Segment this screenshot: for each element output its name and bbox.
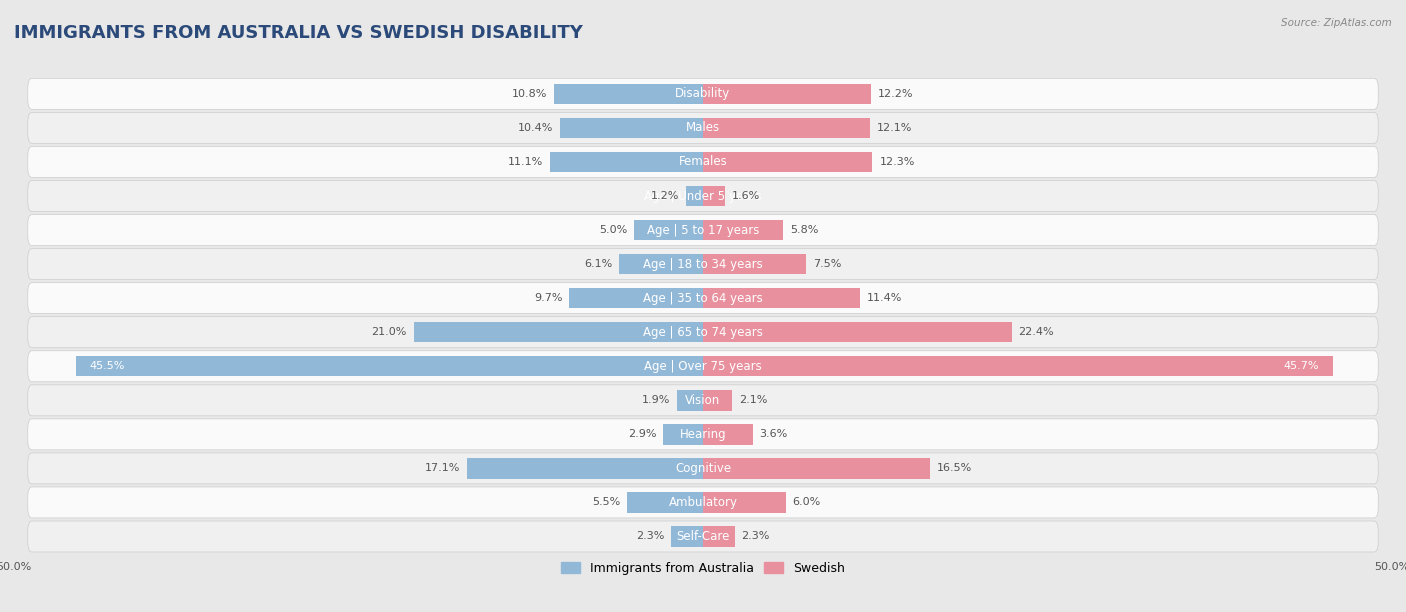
Bar (703, 118, 870, 138)
Text: 2.3%: 2.3% (636, 531, 665, 542)
Text: 1.6%: 1.6% (733, 191, 761, 201)
FancyBboxPatch shape (28, 351, 1378, 382)
Text: Self-Care: Self-Care (676, 530, 730, 543)
Text: 5.8%: 5.8% (790, 225, 818, 235)
Text: 3.6%: 3.6% (759, 430, 787, 439)
Text: 12.1%: 12.1% (876, 123, 912, 133)
Bar (703, 458, 931, 479)
FancyBboxPatch shape (28, 215, 1378, 245)
Bar (703, 254, 807, 274)
Text: Cognitive: Cognitive (675, 462, 731, 475)
Bar (550, 152, 703, 172)
FancyBboxPatch shape (28, 487, 1378, 518)
FancyBboxPatch shape (28, 283, 1378, 313)
Bar (703, 152, 873, 172)
Text: Source: ZipAtlas.com: Source: ZipAtlas.com (1281, 18, 1392, 28)
FancyBboxPatch shape (28, 248, 1378, 280)
Bar (703, 322, 1012, 343)
Bar (664, 424, 703, 444)
Bar (703, 84, 872, 104)
Text: 21.0%: 21.0% (371, 327, 406, 337)
Bar (76, 356, 703, 376)
Bar (467, 458, 703, 479)
Text: Females: Females (679, 155, 727, 168)
FancyBboxPatch shape (28, 113, 1378, 143)
FancyBboxPatch shape (28, 317, 1378, 348)
FancyBboxPatch shape (28, 419, 1378, 450)
Bar (686, 186, 703, 206)
Bar (703, 390, 733, 411)
Bar (703, 186, 725, 206)
Legend: Immigrants from Australia, Swedish: Immigrants from Australia, Swedish (557, 557, 849, 580)
Text: Age | Over 75 years: Age | Over 75 years (644, 360, 762, 373)
Text: Age | 5 to 17 years: Age | 5 to 17 years (647, 223, 759, 237)
Text: 22.4%: 22.4% (1018, 327, 1054, 337)
Text: 17.1%: 17.1% (425, 463, 461, 474)
Bar (554, 84, 703, 104)
Text: Age | 35 to 64 years: Age | 35 to 64 years (643, 292, 763, 305)
Text: 45.7%: 45.7% (1284, 361, 1319, 371)
Text: 12.3%: 12.3% (879, 157, 915, 167)
Text: Vision: Vision (685, 394, 721, 407)
Bar (569, 288, 703, 308)
Text: Age | 18 to 34 years: Age | 18 to 34 years (643, 258, 763, 271)
Bar (627, 492, 703, 513)
Text: 9.7%: 9.7% (534, 293, 562, 303)
Text: 2.3%: 2.3% (741, 531, 770, 542)
Bar (703, 424, 752, 444)
Text: Ambulatory: Ambulatory (668, 496, 738, 509)
Bar (703, 526, 735, 547)
Text: 12.2%: 12.2% (877, 89, 914, 99)
Bar (703, 220, 783, 241)
Bar (413, 322, 703, 343)
Bar (703, 492, 786, 513)
Bar (703, 356, 1333, 376)
Text: 1.9%: 1.9% (641, 395, 669, 405)
Text: 2.1%: 2.1% (738, 395, 768, 405)
Text: 10.4%: 10.4% (517, 123, 553, 133)
Text: Males: Males (686, 121, 720, 135)
Text: 6.0%: 6.0% (793, 498, 821, 507)
Bar (671, 526, 703, 547)
Text: 7.5%: 7.5% (813, 259, 842, 269)
Text: 16.5%: 16.5% (938, 463, 973, 474)
Text: 6.1%: 6.1% (583, 259, 612, 269)
Text: 45.5%: 45.5% (90, 361, 125, 371)
FancyBboxPatch shape (28, 385, 1378, 416)
Bar (619, 254, 703, 274)
Text: Age | 65 to 74 years: Age | 65 to 74 years (643, 326, 763, 338)
Bar (560, 118, 703, 138)
FancyBboxPatch shape (28, 181, 1378, 212)
Bar (703, 288, 860, 308)
Text: Age | Under 5 years: Age | Under 5 years (644, 190, 762, 203)
Text: 5.5%: 5.5% (592, 498, 620, 507)
Text: IMMIGRANTS FROM AUSTRALIA VS SWEDISH DISABILITY: IMMIGRANTS FROM AUSTRALIA VS SWEDISH DIS… (14, 24, 583, 42)
Text: Disability: Disability (675, 88, 731, 100)
Text: 1.2%: 1.2% (651, 191, 679, 201)
FancyBboxPatch shape (28, 78, 1378, 110)
FancyBboxPatch shape (28, 453, 1378, 484)
Text: 10.8%: 10.8% (512, 89, 547, 99)
Text: Hearing: Hearing (679, 428, 727, 441)
FancyBboxPatch shape (28, 146, 1378, 177)
Bar (634, 220, 703, 241)
Text: 11.1%: 11.1% (508, 157, 543, 167)
Text: 11.4%: 11.4% (868, 293, 903, 303)
Text: 5.0%: 5.0% (599, 225, 627, 235)
Text: 2.9%: 2.9% (627, 430, 657, 439)
Bar (676, 390, 703, 411)
FancyBboxPatch shape (28, 521, 1378, 552)
